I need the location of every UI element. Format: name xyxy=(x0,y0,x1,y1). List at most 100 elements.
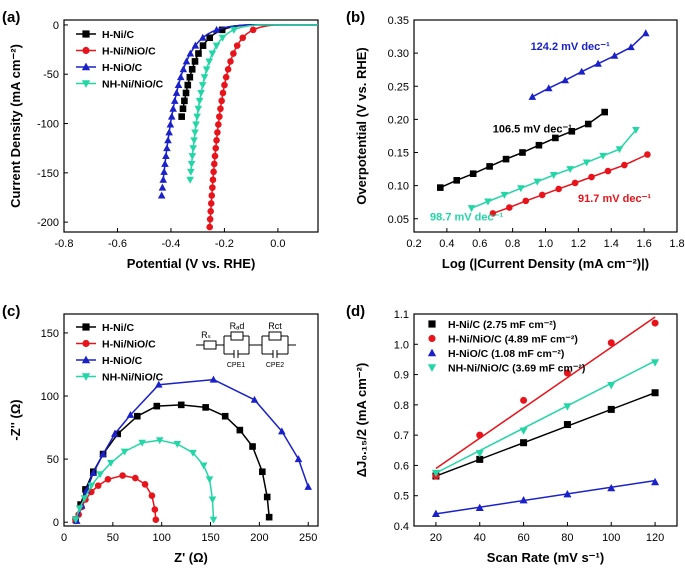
y-tick-label: 0.4 xyxy=(394,521,409,533)
data-point xyxy=(522,197,530,205)
rs-resistor xyxy=(203,340,217,350)
data-point xyxy=(651,389,659,397)
data-point xyxy=(206,215,214,223)
data-point xyxy=(568,128,576,135)
series-line-cyan xyxy=(190,24,318,171)
y-tick-label: 50 xyxy=(47,454,59,466)
data-point xyxy=(476,455,484,463)
data-point xyxy=(278,427,286,435)
y-tick-label: -150 xyxy=(37,168,59,180)
data-point xyxy=(160,167,168,175)
data-point xyxy=(651,477,660,486)
y-tick-label: 0.8 xyxy=(394,400,409,412)
data-point xyxy=(212,42,221,50)
circuit-label-cpe1: CPE1 xyxy=(227,362,245,369)
legend-entry: NH-Ni/NiO/C (3.69 mF cm⁻²) xyxy=(448,363,585,375)
data-point xyxy=(189,449,197,457)
data-point xyxy=(178,113,185,120)
data-point xyxy=(213,136,220,144)
data-point xyxy=(199,42,207,49)
data-point xyxy=(159,175,168,183)
x-tick-label: -0.2 xyxy=(215,238,234,250)
data-point xyxy=(489,210,497,217)
data-point xyxy=(132,474,139,482)
fit-line-red xyxy=(435,316,656,470)
data-point xyxy=(153,402,161,410)
x-axis-label: Log (|Current Density (mA cm⁻²)|) xyxy=(442,256,649,271)
data-point xyxy=(218,26,226,34)
data-point xyxy=(599,152,607,160)
data-point xyxy=(96,471,104,479)
data-point xyxy=(162,152,170,160)
data-point xyxy=(158,183,167,191)
data-point xyxy=(500,191,509,199)
data-point xyxy=(114,430,122,438)
data-point xyxy=(563,403,572,411)
data-point xyxy=(467,205,476,213)
data-point xyxy=(192,121,200,129)
y-tick-label: 100 xyxy=(41,391,59,403)
legend-entry: H-Ni/NiO/C xyxy=(102,339,156,351)
x-tick-label: 0.6 xyxy=(472,238,487,250)
y-axis-label: ΔJ₀.₁₅/2 (mA cm⁻²) xyxy=(354,363,369,478)
x-tick-label: 100 xyxy=(602,532,620,544)
data-point xyxy=(604,167,612,175)
plot-frame xyxy=(413,313,678,527)
data-point xyxy=(126,410,135,418)
data-point xyxy=(186,73,194,81)
y-tick-label: 0.15 xyxy=(388,148,409,160)
data-point xyxy=(111,429,119,437)
data-point xyxy=(230,26,238,34)
y-tick-label: -50 xyxy=(43,69,59,81)
x-tick-label: 1.2 xyxy=(571,238,586,250)
circuit-label-rs: Rₛ xyxy=(201,330,211,340)
y-tick-label: -100 xyxy=(37,119,59,131)
legend-entry: H-NiO/C xyxy=(102,62,143,74)
data-point xyxy=(607,382,616,390)
data-point xyxy=(182,57,191,65)
data-point xyxy=(563,490,572,498)
y-tick-label: 0 xyxy=(53,20,59,32)
data-point xyxy=(206,223,213,231)
x-tick-label: -0.6 xyxy=(108,238,127,250)
legend-marker xyxy=(428,334,436,343)
data-point xyxy=(210,160,218,168)
plot-frame xyxy=(63,313,319,527)
x-tick-label: 40 xyxy=(474,532,486,544)
x-tick-label: 0.2 xyxy=(406,238,421,250)
data-point xyxy=(181,97,188,105)
data-point xyxy=(205,58,214,66)
data-point xyxy=(104,476,112,483)
data-point xyxy=(475,503,484,511)
data-point xyxy=(154,380,163,388)
panel-label: (d) xyxy=(346,303,365,320)
data-point xyxy=(601,108,608,116)
data-point xyxy=(209,516,218,524)
data-point xyxy=(265,513,273,521)
data-point xyxy=(195,97,204,105)
legend-entry: NH-Ni/NiO/C xyxy=(102,79,164,91)
data-point xyxy=(236,426,244,434)
x-axis-label: Potential (V vs. RHE) xyxy=(127,256,256,271)
equivalent-circuit xyxy=(196,331,296,358)
data-point xyxy=(233,42,241,49)
data-point xyxy=(211,152,219,160)
legend-marker xyxy=(82,46,90,55)
rct-resistor xyxy=(268,331,282,341)
data-point xyxy=(304,482,313,490)
data-point xyxy=(615,146,624,154)
legend-marker xyxy=(427,348,437,357)
data-point xyxy=(155,437,164,445)
series-line-black xyxy=(74,404,270,520)
data-point xyxy=(195,50,202,57)
data-point xyxy=(644,151,651,158)
x-tick-label: 120 xyxy=(646,532,664,544)
data-point xyxy=(627,43,635,51)
data-point xyxy=(94,482,102,489)
panel-a: (a) -0.8 -0.6 -0.4 -0.2 0.0 0 -50 -100 -150 -200 Po… xyxy=(2,9,319,271)
data-point xyxy=(210,168,217,176)
data-point xyxy=(200,74,209,82)
data-point xyxy=(584,120,592,128)
data-point xyxy=(80,495,89,503)
data-point xyxy=(607,483,616,492)
